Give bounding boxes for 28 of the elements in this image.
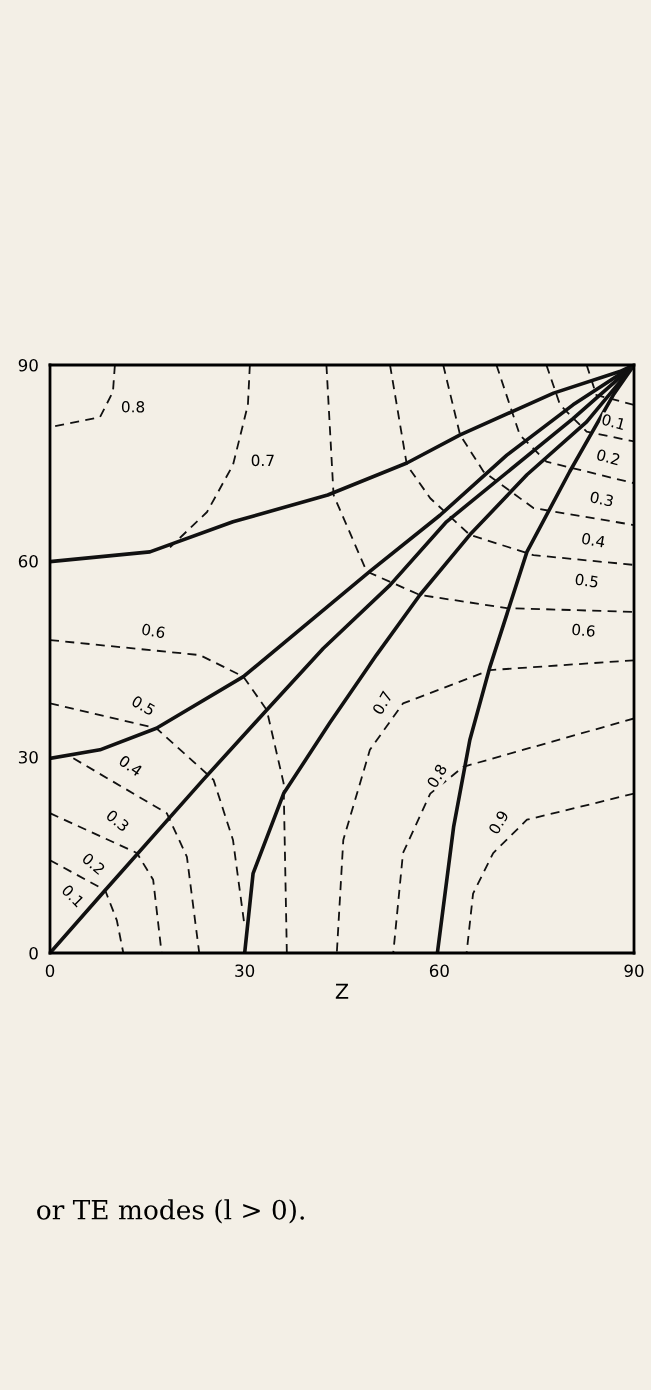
x-tick-label: 60 — [429, 964, 449, 978]
annotation: 0.9 — [487, 809, 510, 835]
annotation: 0.1 — [601, 413, 626, 431]
annotation: 0.5 — [130, 694, 156, 716]
annotation: 0.1 — [61, 883, 85, 908]
annotation: 0.7 — [371, 690, 393, 716]
line-series — [465, 792, 634, 953]
annotation: 0.8 — [121, 401, 145, 413]
annotation: 0.4 — [581, 532, 606, 548]
annotation: 0.4 — [118, 754, 144, 777]
annotation: 0.2 — [81, 852, 106, 876]
y-tick-label: 90 — [18, 358, 38, 372]
y-tick-label: 0 — [29, 946, 38, 960]
annotation: 0.6 — [141, 623, 166, 639]
annotation: 0.8 — [426, 763, 448, 789]
y-tick-label: 30 — [18, 750, 38, 764]
y-tick-label: 60 — [18, 554, 38, 568]
annotation: 0.5 — [574, 573, 599, 588]
x-tick-label: 0 — [45, 964, 55, 978]
x-axis-title: Z — [335, 983, 349, 999]
annotation: 0.6 — [571, 623, 596, 637]
annotation: 0.2 — [596, 448, 621, 466]
text: or TE modes (l > 0). — [37, 1199, 304, 1224]
annotation: 0.7 — [251, 454, 274, 467]
annotation: 0.3 — [589, 490, 614, 507]
x-tick-label: 30 — [235, 964, 255, 978]
x-tick-label: 90 — [624, 964, 644, 978]
annotation: 0.3 — [105, 809, 130, 833]
